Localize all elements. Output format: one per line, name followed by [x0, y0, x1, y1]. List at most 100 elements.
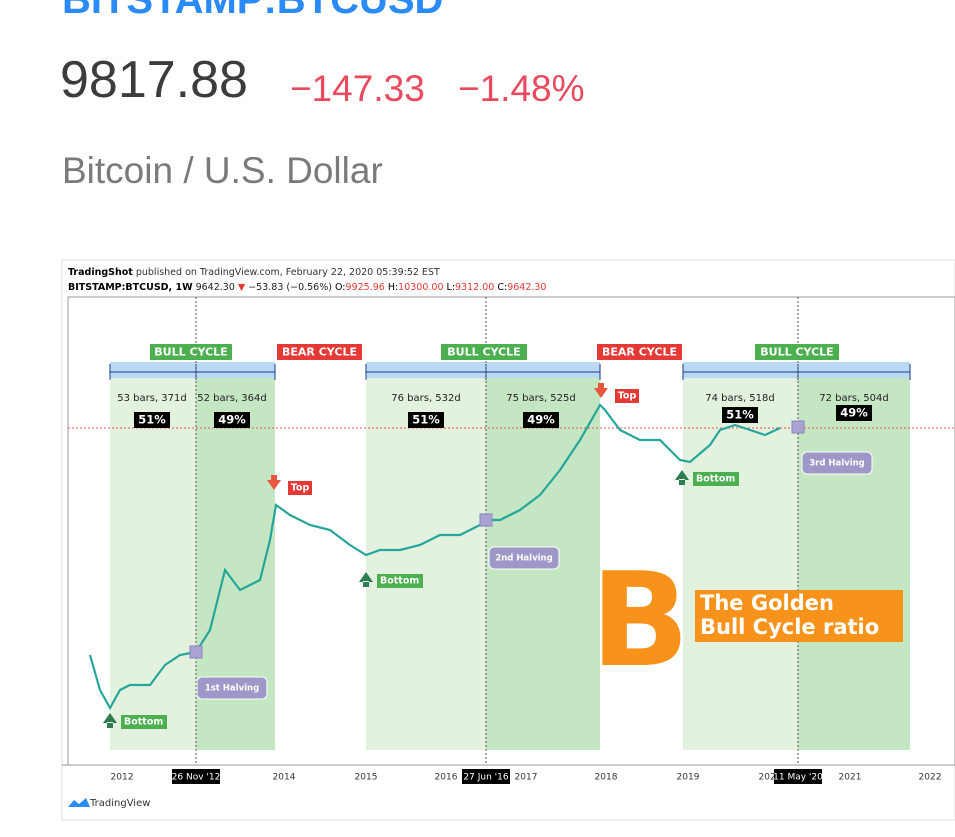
- x-label-box: [774, 769, 822, 784]
- x-tick-label: 2022: [919, 773, 942, 783]
- segment-percent: 51%: [726, 408, 754, 422]
- percent-box: [523, 412, 559, 428]
- x-tick-label: 2020: [759, 773, 782, 783]
- bottom-label: Bottom: [124, 717, 163, 728]
- segment-bars: 74 bars, 518d: [705, 393, 775, 404]
- x-label-box: [462, 769, 510, 784]
- segment-bars: 76 bars, 532d: [391, 393, 461, 404]
- zone: [798, 378, 910, 750]
- callout-line: The Golden: [700, 591, 834, 615]
- bitcoin-logo: B: [590, 544, 689, 696]
- published-line: TradingShot published on TradingView.com…: [68, 267, 440, 278]
- x-tick-label: 2021: [839, 773, 862, 783]
- top-label: Top: [291, 483, 310, 494]
- top-badge: [288, 481, 312, 495]
- x-tick-label: 2019: [677, 773, 700, 783]
- ohlc-part: O:: [335, 282, 346, 293]
- callout-line: Bull Cycle ratio: [700, 615, 879, 639]
- cycle-badge: [441, 344, 527, 360]
- price: 9817.88: [60, 51, 248, 109]
- cycle-label: BEAR CYCLE: [602, 346, 677, 359]
- zone: [683, 378, 798, 750]
- segment-percent: 51%: [138, 413, 166, 427]
- bottom-label: Bottom: [380, 576, 419, 587]
- cycle-badge: [755, 344, 839, 360]
- halving-label: 1st Halving: [205, 684, 259, 694]
- halving-lines: [195, 297, 799, 765]
- ohlc-part: 9312.00: [455, 282, 494, 293]
- x-tick-label: 26 Nov '12: [172, 773, 221, 783]
- tv-logo: [68, 798, 90, 807]
- ohlc-part: 9925.96: [346, 282, 385, 293]
- x-label-box: [172, 769, 220, 784]
- x-tick-label: 2014: [273, 773, 296, 783]
- bottom-badge: [121, 715, 167, 729]
- x-tick-label: 11 May '20: [773, 773, 823, 783]
- x-tick-label: 2018: [595, 773, 618, 783]
- segment-percent: 49%: [840, 406, 868, 420]
- percent-box: [722, 407, 758, 423]
- cycle-badge: [150, 344, 232, 360]
- callout-box: [695, 590, 903, 642]
- bottom-arrow: [359, 572, 373, 587]
- percent-box: [134, 412, 170, 428]
- segment-percent: 51%: [412, 413, 440, 427]
- segment-bars: 72 bars, 504d: [819, 393, 889, 404]
- watermark: TradingView: [89, 798, 150, 809]
- change-percent: −1.48%: [458, 68, 585, 109]
- cycle-label: BULL CYCLE: [760, 346, 833, 359]
- x-tick-label: 27 Jun '16: [463, 773, 508, 783]
- segment-percent: 49%: [218, 413, 246, 427]
- change: −147.33: [290, 68, 425, 109]
- range-bars: [110, 362, 910, 378]
- bottom-badge: [693, 472, 739, 486]
- ohlc-part: 9642.30: [193, 282, 238, 293]
- halving-label: 2nd Halving: [495, 554, 552, 564]
- bottom-label: Bottom: [696, 474, 735, 485]
- cycle-label: BEAR CYCLE: [282, 346, 357, 359]
- published-part: TradingShot: [68, 267, 133, 278]
- ohlc-line: BITSTAMP:BTCUSD, 1W 9642.30 ▼ −53.83 (−0…: [68, 282, 546, 293]
- zone: [110, 378, 196, 750]
- top-badge: [615, 389, 639, 403]
- top-arrow: [594, 383, 608, 398]
- zone: [366, 378, 486, 750]
- x-tick-label: 2015: [355, 773, 378, 783]
- x-tick-label: 2016: [435, 773, 458, 783]
- top-arrow: [267, 475, 281, 490]
- x-tick-label: 2012: [111, 773, 134, 783]
- top-label: Top: [618, 391, 637, 402]
- symbol: BITSTAMP:BTCUSD: [62, 0, 444, 22]
- ohlc-part: BITSTAMP:BTCUSD, 1W: [68, 282, 193, 293]
- halving-badge: [196, 676, 268, 700]
- segment-bars: 53 bars, 371d: [117, 393, 187, 404]
- instrument-name: Bitcoin / U.S. Dollar: [62, 150, 383, 191]
- published-part: published on TradingView.com, February 2…: [133, 267, 440, 278]
- bottom-arrow: [675, 470, 689, 485]
- bottom-arrow: [103, 713, 117, 728]
- ohlc-part: 9642.30: [507, 282, 546, 293]
- percent-box: [214, 412, 250, 428]
- ohlc-part: H:: [385, 282, 398, 293]
- segment-bars: 52 bars, 364d: [197, 393, 267, 404]
- cycle-label: BULL CYCLE: [154, 346, 227, 359]
- bottom-badge: [377, 574, 423, 588]
- percent-box: [836, 405, 872, 421]
- cycle-badge: [597, 344, 682, 360]
- ohlc-part: 10300.00: [398, 282, 443, 293]
- segment-bars: 75 bars, 525d: [506, 393, 576, 404]
- percent-box: [408, 412, 444, 428]
- ohlc-part: C:: [494, 282, 507, 293]
- halving-markers: [189, 420, 805, 659]
- cycle-label: BULL CYCLE: [447, 346, 520, 359]
- halving-label: 3rd Halving: [809, 459, 865, 469]
- cycle-badge: [277, 344, 362, 360]
- ohlc-part: ▼: [238, 282, 246, 293]
- halving-badge: [488, 546, 560, 570]
- segment-percent: 49%: [527, 413, 555, 427]
- halving-badge: [801, 451, 873, 475]
- ohlc-part: L:: [444, 282, 456, 293]
- price-line: [88, 403, 781, 711]
